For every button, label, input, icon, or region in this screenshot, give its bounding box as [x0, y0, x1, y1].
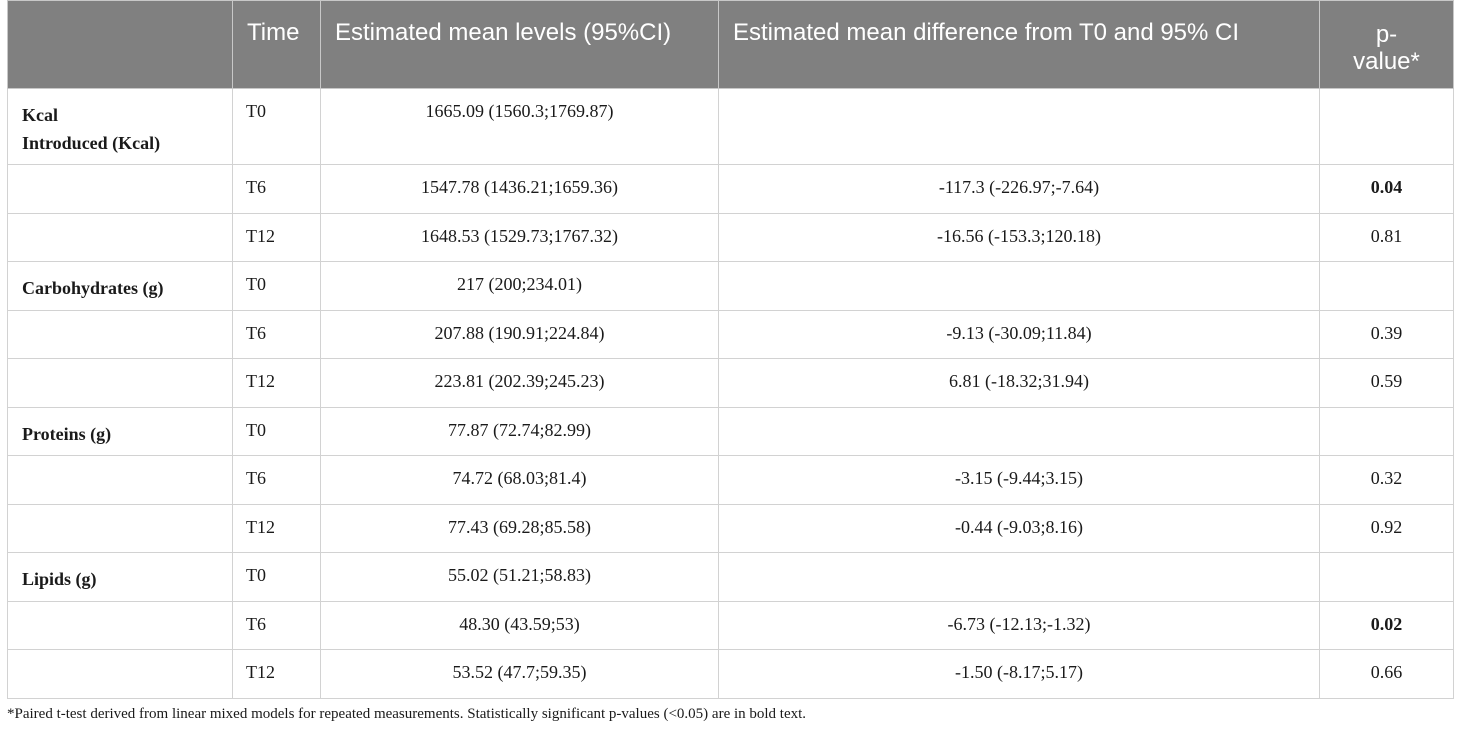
footnote: *Paired t-test derived from linear mixed…	[7, 706, 807, 722]
cell-p-value: 0.32	[1319, 455, 1454, 505]
cell-mean-levels: 77.87 (72.74;82.99)	[320, 406, 719, 456]
cell-p-value: 0.02	[1319, 600, 1454, 650]
cell-time: T0	[232, 261, 321, 311]
cell-p-value: 0.59	[1319, 358, 1454, 408]
header-row: Time Estimated mean levels (95%CI) Estim…	[7, 0, 1454, 89]
cell-p-value: 0.92	[1319, 503, 1454, 553]
table-row: T6 74.72 (68.03;81.4) -3.15 (-9.44;3.15) 0.…	[7, 455, 1454, 505]
cell-time: T0	[232, 88, 321, 165]
cell-mean-difference: -117.3 (-226.97;-7.64)	[718, 164, 1320, 214]
variable-label: Kcal	[22, 105, 58, 125]
cell-time: T12	[232, 649, 321, 699]
table-row: T6 48.30 (43.59;53) -6.73 (-12.13;-1.32) 0.…	[7, 600, 1454, 650]
cell-variable	[7, 503, 233, 553]
cell-time: T12	[232, 212, 321, 262]
cell-mean-levels: 217 (200;234.01)	[320, 261, 719, 311]
cell-mean-levels: 223.81 (202.39;245.23)	[320, 358, 719, 408]
table-row: Proteins (g) T0 77.87 (72.74;82.99)	[7, 406, 1454, 456]
cell-variable	[7, 455, 233, 505]
cell-mean-levels: 1665.09 (1560.3;1769.87)	[320, 88, 719, 165]
table-row: T6 207.88 (190.91;224.84) -9.13 (-30.09;11…	[7, 309, 1454, 359]
cell-variable	[7, 358, 233, 408]
cell-time: T12	[232, 358, 321, 408]
cell-p-value	[1319, 406, 1454, 456]
table-row: T12 223.81 (202.39;245.23) 6.81 (-18.32;31…	[7, 358, 1454, 408]
variable-label: Carbohydrates (g)	[22, 278, 164, 298]
variable-label: Lipids (g)	[22, 569, 97, 589]
header-variable	[7, 0, 233, 89]
table-row: T12 1648.53 (1529.73;1767.32) -16.56 (-153…	[7, 212, 1454, 262]
cell-time: T12	[232, 503, 321, 553]
cell-time: T0	[232, 406, 321, 456]
table-body: Kcal Introduced (Kcal) T0 1665.09 (1560.3;1…	[7, 88, 1454, 699]
header-time: Time	[232, 0, 321, 89]
header-p-value-line2: value*	[1353, 48, 1420, 75]
header-mean-levels: Estimated mean levels (95%CI)	[320, 0, 719, 89]
cell-p-value	[1319, 552, 1454, 602]
cell-mean-difference: -9.13 (-30.09;11.84)	[718, 309, 1320, 359]
cell-p-value	[1319, 261, 1454, 311]
cell-mean-levels: 1547.78 (1436.21;1659.36)	[320, 164, 719, 214]
cell-mean-levels: 77.43 (69.28;85.58)	[320, 503, 719, 553]
cell-mean-difference: -0.44 (-9.03;8.16)	[718, 503, 1320, 553]
table-row: T6 1547.78 (1436.21;1659.36) -117.3 (-226.…	[7, 164, 1454, 214]
results-table-container: Time Estimated mean levels (95%CI) Estim…	[7, 0, 1454, 699]
cell-variable	[7, 309, 233, 359]
cell-mean-levels: 53.52 (47.7;59.35)	[320, 649, 719, 699]
cell-variable: Kcal Introduced (Kcal)	[7, 88, 233, 165]
cell-mean-difference	[718, 261, 1320, 311]
variable-label-line2: Introduced (Kcal)	[22, 133, 161, 153]
cell-time: T6	[232, 309, 321, 359]
cell-mean-difference: -1.50 (-8.17;5.17)	[718, 649, 1320, 699]
table-row: Carbohydrates (g) T0 217 (200;234.01)	[7, 261, 1454, 311]
header-p-value: p- value*	[1319, 0, 1454, 89]
cell-p-value: 0.81	[1319, 212, 1454, 262]
header-p-value-line1: p-	[1375, 21, 1398, 48]
cell-mean-difference: -3.15 (-9.44;3.15)	[718, 455, 1320, 505]
cell-mean-difference	[718, 552, 1320, 602]
results-table: Time Estimated mean levels (95%CI) Estim…	[7, 0, 1454, 699]
cell-time: T6	[232, 455, 321, 505]
cell-variable: Carbohydrates (g)	[7, 261, 233, 311]
cell-mean-difference: 6.81 (-18.32;31.94)	[718, 358, 1320, 408]
cell-variable	[7, 164, 233, 214]
cell-variable	[7, 600, 233, 650]
cell-mean-levels: 55.02 (51.21;58.83)	[320, 552, 719, 602]
cell-mean-levels: 74.72 (68.03;81.4)	[320, 455, 719, 505]
header-mean-difference: Estimated mean difference from T0 and 95…	[718, 0, 1320, 89]
cell-p-value: 0.39	[1319, 309, 1454, 359]
cell-variable	[7, 649, 233, 699]
variable-label: Proteins (g)	[22, 423, 112, 444]
cell-variable	[7, 212, 233, 262]
cell-time: T0	[232, 552, 321, 602]
cell-variable: Proteins (g)	[7, 406, 233, 456]
cell-p-value: 0.04	[1319, 164, 1454, 214]
cell-mean-levels: 207.88 (190.91;224.84)	[320, 309, 719, 359]
cell-p-value: 0.66	[1319, 649, 1454, 699]
cell-mean-levels: 48.30 (43.59;53)	[320, 600, 719, 650]
cell-mean-levels: 1648.53 (1529.73;1767.32)	[320, 212, 719, 262]
cell-mean-difference: -6.73 (-12.13;-1.32)	[718, 600, 1320, 650]
cell-mean-difference: -16.56 (-153.3;120.18)	[718, 212, 1320, 262]
table-row: Kcal Introduced (Kcal) T0 1665.09 (1560.3;1…	[7, 88, 1454, 165]
cell-variable: Lipids (g)	[7, 552, 233, 602]
table-row: Lipids (g) T0 55.02 (51.21;58.83)	[7, 552, 1454, 602]
table-row: T12 77.43 (69.28;85.58) -0.44 (-9.03;8.16)…	[7, 503, 1454, 553]
cell-time: T6	[232, 164, 321, 214]
cell-mean-difference	[718, 88, 1320, 165]
table-header: Time Estimated mean levels (95%CI) Estim…	[7, 0, 1454, 89]
table-row: T12 53.52 (47.7;59.35) -1.50 (-8.17;5.17) 0…	[7, 649, 1454, 699]
cell-p-value	[1319, 88, 1454, 165]
cell-time: T6	[232, 600, 321, 650]
cell-mean-difference	[718, 406, 1320, 456]
